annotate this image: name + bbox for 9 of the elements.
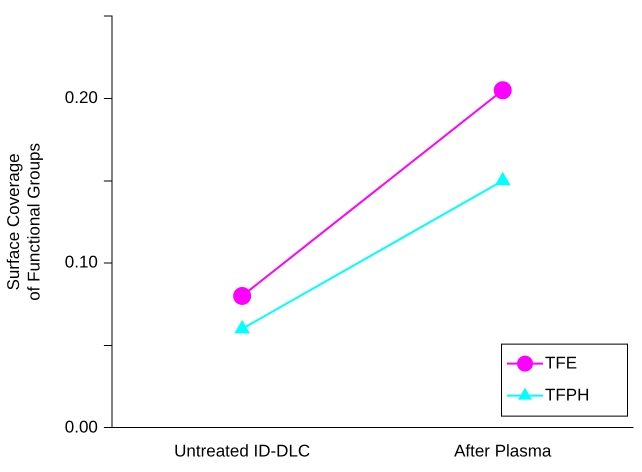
point	[494, 81, 512, 100]
legend-label: TFPH	[545, 385, 590, 404]
x-tick-label: Untreated ID-DLC	[174, 441, 310, 460]
y-axis-title: Surface Coverage of Functional Groups	[4, 142, 44, 301]
y-tick-label: 0.10	[64, 252, 98, 272]
x-tick-label: After Plasma	[454, 441, 552, 460]
y-tick-label: 0.00	[64, 417, 98, 436]
y-tick-label: 0.20	[64, 88, 98, 108]
legend-label: TFE	[545, 353, 578, 372]
